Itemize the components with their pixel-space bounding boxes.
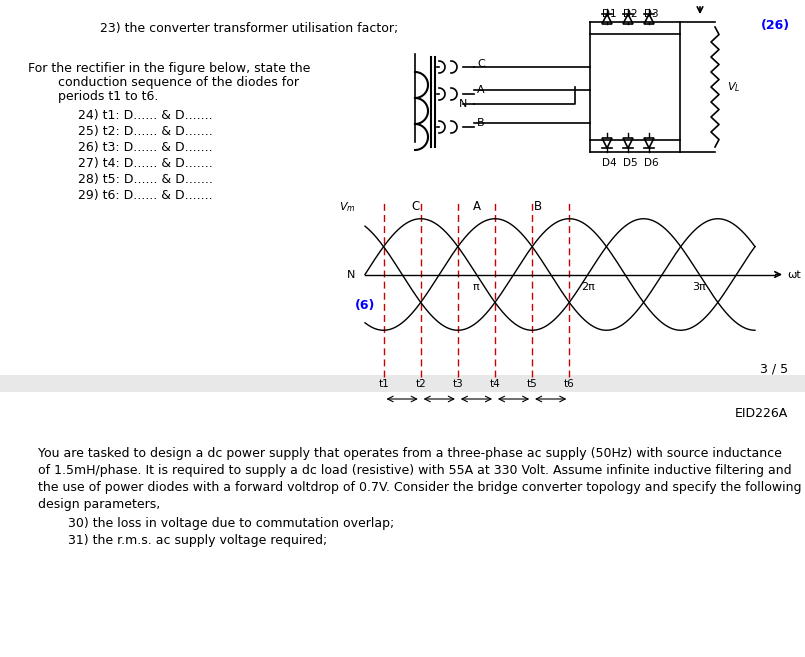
Text: t6: t6: [564, 379, 575, 389]
Text: A: A: [473, 200, 481, 213]
Text: periods t1 to t6.: periods t1 to t6.: [58, 90, 159, 103]
Text: For the rectifier in the figure below, state the: For the rectifier in the figure below, s…: [28, 62, 311, 75]
Text: $V_L$: $V_L$: [727, 80, 741, 94]
Text: 31) the r.m.s. ac supply voltage required;: 31) the r.m.s. ac supply voltage require…: [68, 534, 328, 547]
Text: 3π: 3π: [692, 283, 706, 292]
Text: 23) the converter transformer utilisation factor;: 23) the converter transformer utilisatio…: [100, 22, 398, 35]
Text: C: C: [477, 59, 485, 69]
Text: B: B: [477, 118, 485, 128]
Text: A: A: [477, 85, 485, 95]
Text: 30) the loss in voltage due to commutation overlap;: 30) the loss in voltage due to commutati…: [68, 517, 394, 530]
Text: conduction sequence of the diodes for: conduction sequence of the diodes for: [58, 76, 299, 89]
Text: 28) t5: D...... & D.......: 28) t5: D...... & D.......: [78, 173, 213, 186]
Text: $V_m$: $V_m$: [339, 200, 355, 214]
Text: 3 / 5: 3 / 5: [760, 362, 788, 375]
Text: (6): (6): [355, 299, 375, 312]
Text: of 1.5mH/phase. It is required to supply a dc load (resistive) with 55A at 330 V: of 1.5mH/phase. It is required to supply…: [38, 464, 791, 477]
Text: design parameters,: design parameters,: [38, 498, 160, 511]
Text: ωt: ωt: [787, 269, 801, 279]
Text: D2: D2: [623, 9, 638, 19]
Text: t1: t1: [378, 379, 389, 389]
Text: t2: t2: [415, 379, 426, 389]
Text: the use of power diodes with a forward voltdrop of 0.7V. Consider the bridge con: the use of power diodes with a forward v…: [38, 481, 802, 494]
Text: EID226A: EID226A: [735, 407, 788, 420]
Text: D3: D3: [644, 9, 658, 19]
Text: B: B: [534, 200, 542, 213]
Text: 24) t1: D...... & D.......: 24) t1: D...... & D.......: [78, 109, 213, 122]
Text: 29) t6: D...... & D.......: 29) t6: D...... & D.......: [78, 189, 213, 202]
Text: D6: D6: [644, 158, 658, 168]
Text: D4: D4: [602, 158, 617, 168]
Text: 26) t3: D...... & D.......: 26) t3: D...... & D.......: [78, 141, 213, 154]
Text: 25) t2: D...... & D.......: 25) t2: D...... & D.......: [78, 125, 213, 138]
Text: 2π: 2π: [581, 283, 595, 292]
Text: (26): (26): [761, 19, 790, 32]
Text: π: π: [473, 283, 480, 292]
Text: C: C: [411, 200, 419, 213]
Bar: [0, 375, 805, 392]
Text: t5: t5: [526, 379, 538, 389]
Text: t3: t3: [452, 379, 463, 389]
Text: N: N: [459, 99, 468, 109]
Text: D5: D5: [623, 158, 638, 168]
Text: You are tasked to design a dc power supply that operates from a three-phase ac s: You are tasked to design a dc power supp…: [38, 447, 782, 460]
Text: N: N: [347, 269, 355, 279]
Text: D1: D1: [602, 9, 617, 19]
Text: t4: t4: [489, 379, 501, 389]
Text: 27) t4: D...... & D.......: 27) t4: D...... & D.......: [78, 157, 213, 170]
